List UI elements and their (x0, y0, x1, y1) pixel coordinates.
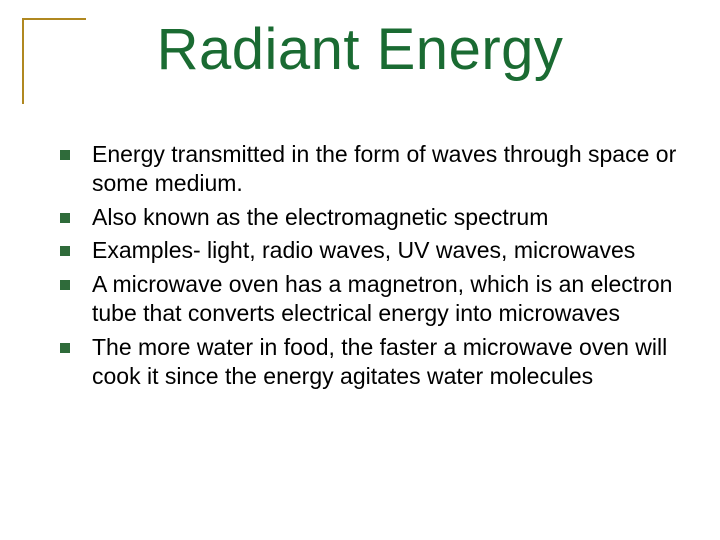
list-item: A microwave oven has a magnetron, which … (60, 270, 680, 329)
bullet-list: Energy transmitted in the form of waves … (60, 140, 680, 396)
bullet-square-icon (60, 213, 70, 223)
bullet-square-icon (60, 343, 70, 353)
page-title: Radiant Energy (0, 16, 720, 83)
bullet-square-icon (60, 246, 70, 256)
list-item-text: A microwave oven has a magnetron, which … (92, 270, 680, 329)
bullet-square-icon (60, 280, 70, 290)
list-item-text: Energy transmitted in the form of waves … (92, 140, 680, 199)
list-item-text: Examples- light, radio waves, UV waves, … (92, 236, 680, 265)
list-item-text: Also known as the electromagnetic spectr… (92, 203, 680, 232)
list-item-text: The more water in food, the faster a mic… (92, 333, 680, 392)
bullet-square-icon (60, 150, 70, 160)
list-item: Examples- light, radio waves, UV waves, … (60, 236, 680, 265)
list-item: Energy transmitted in the form of waves … (60, 140, 680, 199)
list-item: Also known as the electromagnetic spectr… (60, 203, 680, 232)
list-item: The more water in food, the faster a mic… (60, 333, 680, 392)
